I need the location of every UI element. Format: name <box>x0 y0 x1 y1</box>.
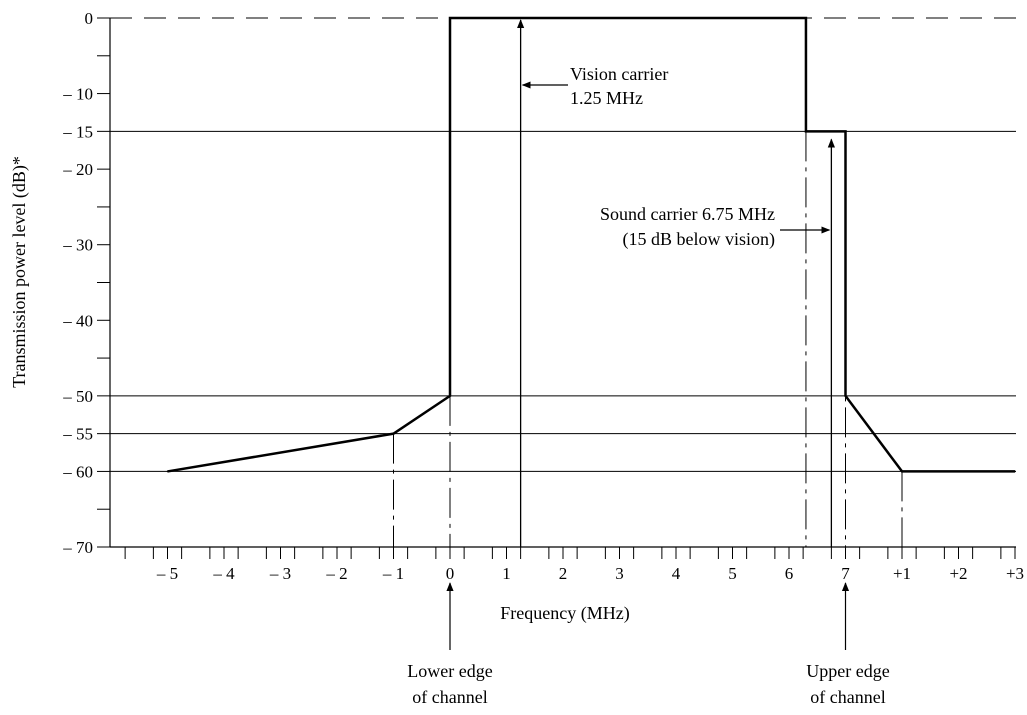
x-tick-label: – 4 <box>212 564 235 583</box>
y-tick-label: – 40 <box>62 311 93 330</box>
y-tick-label: – 20 <box>62 160 93 179</box>
spectrum-point <box>844 130 847 133</box>
carrier-layer <box>446 19 850 650</box>
vision-carrier-label-line1: Vision carrier <box>570 64 668 84</box>
spectrum-point <box>449 395 451 397</box>
channel-edge-lines <box>393 131 903 547</box>
y-axis-title: Transmission power level (dB)* <box>9 156 30 388</box>
axes <box>109 18 1016 548</box>
series-layer <box>166 16 1016 473</box>
spectrum-line <box>167 16 1015 473</box>
spectrum-point <box>844 395 847 397</box>
x-tick-label: +3 <box>1006 564 1024 583</box>
y-tick-label: – 60 <box>62 462 93 481</box>
x-tick-label: 4 <box>672 564 681 583</box>
sound-carrier-label-line1: Sound carrier 6.75 MHz <box>600 204 775 224</box>
lower-edge-label-line1: Lower edge <box>407 661 492 681</box>
x-axis-ticks: – 5 – 4 – 3 – 2 – 1 0 1 2 3 4 5 6 7 +1 +2 +3 <box>124 547 1024 583</box>
y-tick-label: – 50 <box>62 387 93 406</box>
x-tick-label: 7 <box>841 564 850 583</box>
x-tick-label: 2 <box>559 564 568 583</box>
x-tick-label: 5 <box>728 564 737 583</box>
spectrum-point <box>449 17 451 19</box>
spectrum-point <box>805 130 807 133</box>
y-axis-ticks: 0 – 10 – 15 – 20 – 30 – 40 – 50 – 55 – 60 – 70 <box>62 9 110 557</box>
spectrum-point <box>166 470 169 473</box>
spectrum-point <box>392 432 395 435</box>
x-tick-label: 3 <box>615 564 624 583</box>
x-tick-label: – 1 <box>382 564 404 583</box>
spectrum-point <box>805 17 807 19</box>
vision-carrier-label-line2: 1.25 MHz <box>570 88 643 108</box>
lower-edge-label-line2: of channel <box>412 687 487 707</box>
y-tick-label: – 15 <box>62 122 93 141</box>
sound-carrier-label-line2: (15 dB below vision) <box>623 229 776 250</box>
y-tick-label: – 70 <box>62 538 93 557</box>
x-tick-label: +1 <box>893 564 911 583</box>
upper-edge-label-line2: of channel <box>810 687 885 707</box>
x-tick-label: 1 <box>502 564 511 583</box>
x-tick-label: 0 <box>446 564 455 583</box>
reference-lines <box>110 17 1016 472</box>
x-tick-label: – 5 <box>156 564 178 583</box>
y-tick-label: 0 <box>85 9 94 28</box>
y-tick-label: – 10 <box>62 85 93 104</box>
x-tick-label: 6 <box>785 564 794 583</box>
y-tick-label: – 30 <box>62 236 93 255</box>
upper-edge-label-line1: Upper edge <box>806 661 889 681</box>
x-tick-label: +2 <box>949 564 967 583</box>
x-axis-title: Frequency (MHz) <box>500 603 629 624</box>
y-tick-label: – 55 <box>62 425 93 444</box>
x-tick-label: – 3 <box>269 564 291 583</box>
spectrum-point <box>901 470 903 473</box>
x-tick-label: – 2 <box>325 564 347 583</box>
spectrum-point <box>1014 470 1016 473</box>
